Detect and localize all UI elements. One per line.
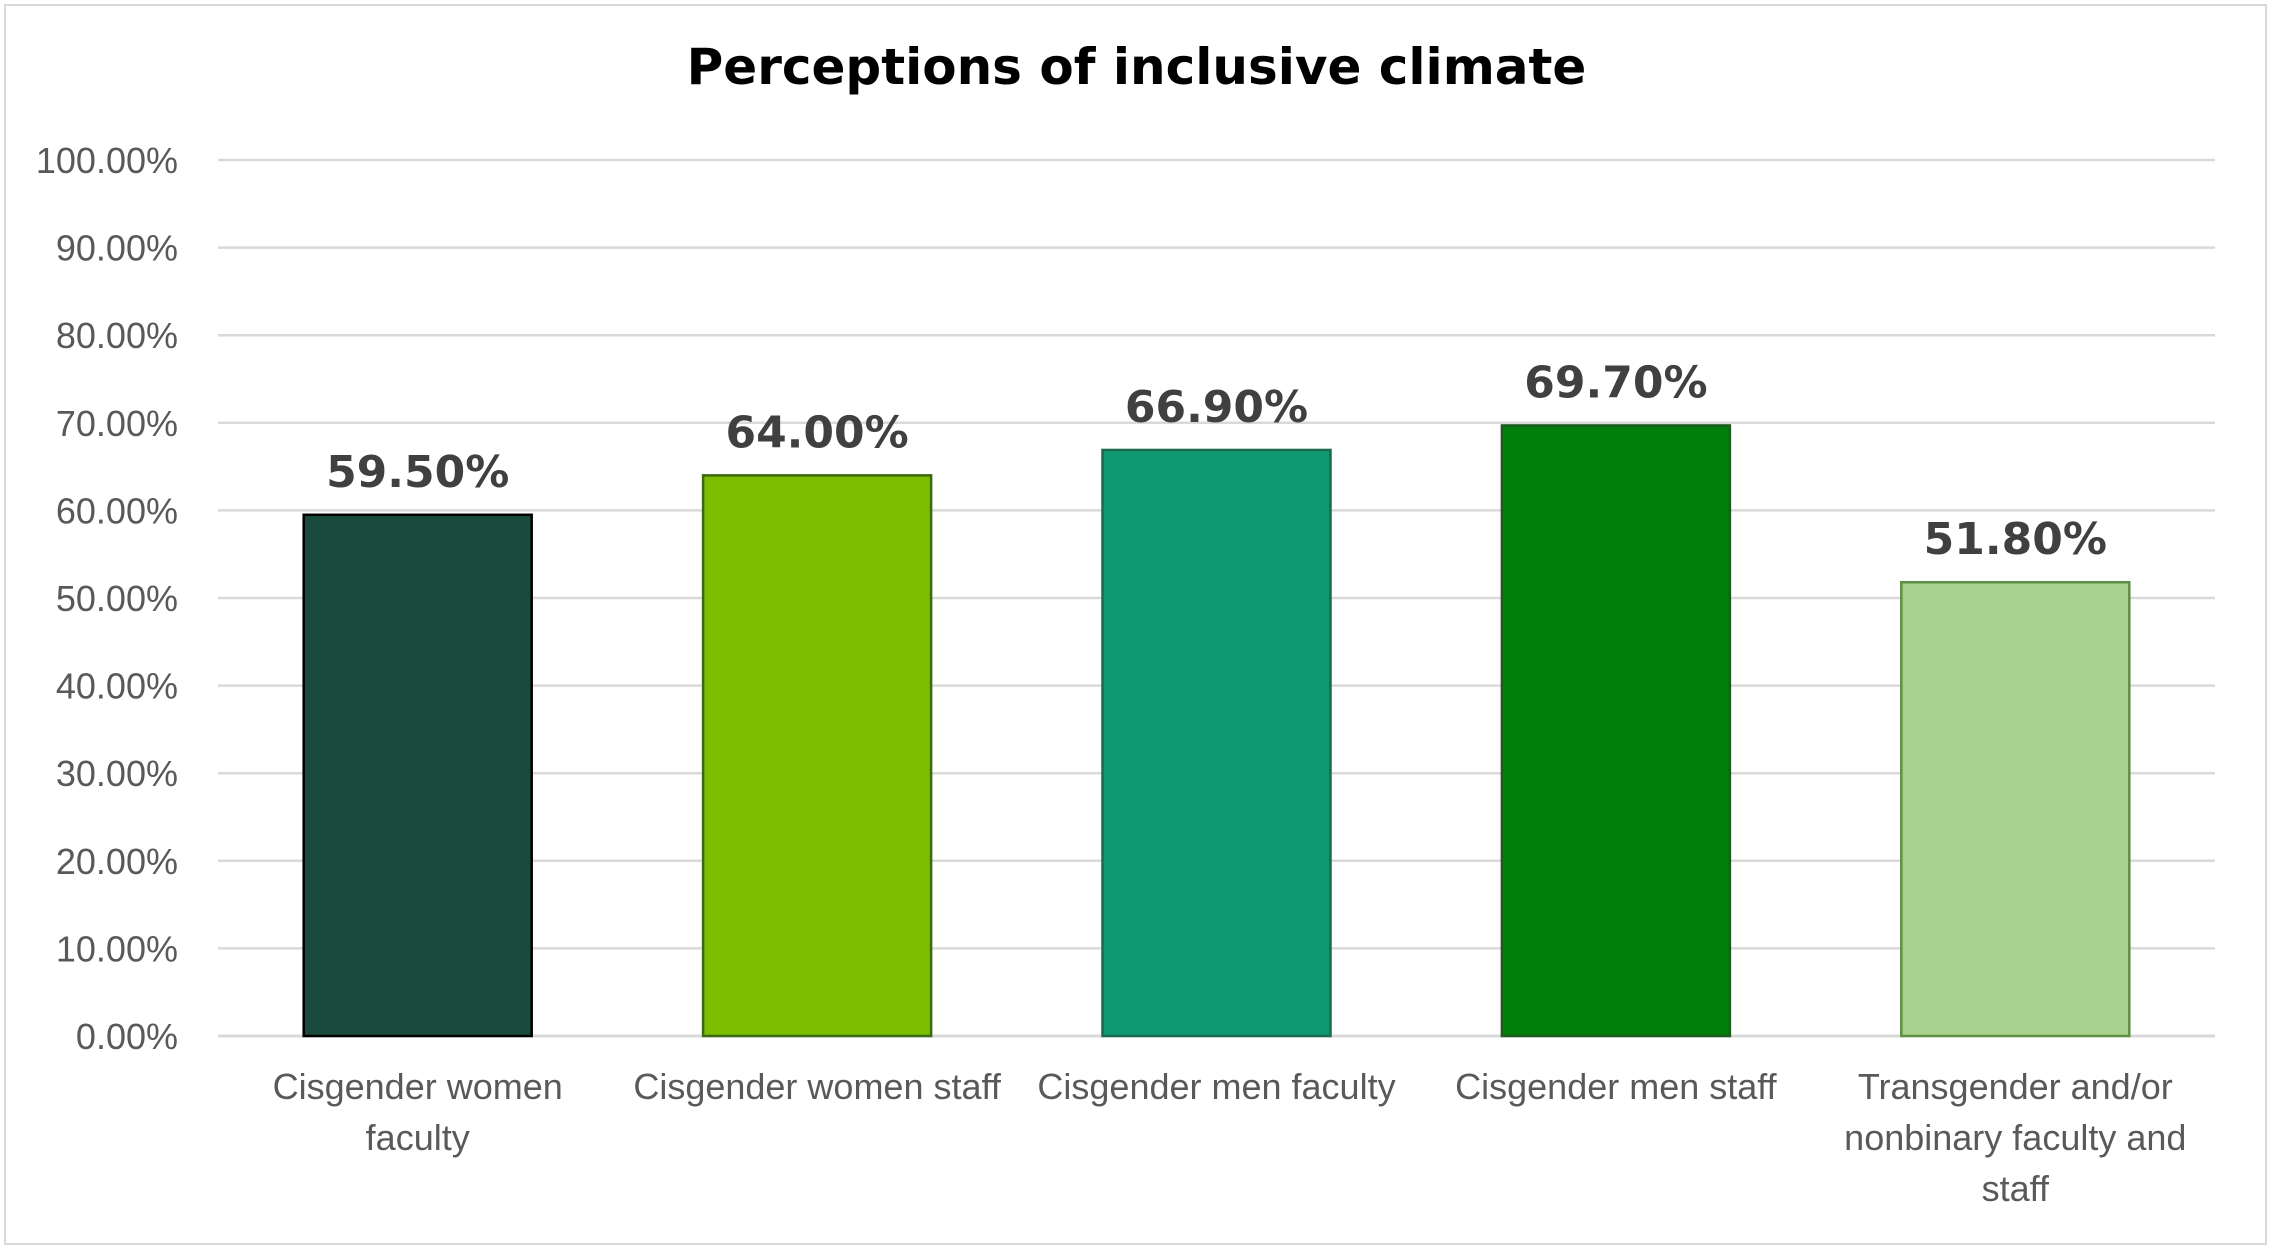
y-tick-label: 80.00% (56, 315, 178, 356)
y-tick-label: 0.00% (76, 1016, 178, 1057)
data-label: 51.80% (1924, 514, 2107, 565)
data-labels: 59.50% 64.00% 66.90% 69.70% 51.80% (326, 357, 2107, 565)
bar (1500, 424, 1732, 1038)
y-tick-label: 40.00% (56, 666, 178, 707)
category-label: Cisgender women staff (633, 1066, 1002, 1107)
bar (1101, 448, 1332, 1038)
category-label: Cisgender women faculty (273, 1066, 563, 1158)
y-tick-label: 30.00% (56, 753, 178, 794)
data-label: 66.90% (1125, 382, 1308, 433)
category-label: Cisgender men staff (1455, 1066, 1778, 1107)
x-axis-category-labels: Cisgender women faculty Cisgender women st… (273, 1066, 2187, 1209)
y-tick-label: 20.00% (56, 841, 178, 882)
y-tick-label: 10.00% (56, 928, 178, 969)
data-label: 59.50% (326, 447, 509, 498)
y-tick-label: 50.00% (56, 578, 178, 619)
bars (302, 424, 2131, 1038)
category-label: Cisgender men faculty (1037, 1066, 1395, 1107)
bar (1900, 580, 2131, 1038)
y-tick-label: 60.00% (56, 490, 178, 531)
chart-title: Perceptions of inclusive climate (686, 38, 1587, 96)
data-label: 64.00% (725, 407, 908, 458)
y-tick-label: 100.00% (36, 140, 178, 181)
bar (302, 513, 533, 1038)
category-label: Transgender and/or nonbinary faculty and s… (1844, 1066, 2186, 1209)
data-label: 69.70% (1524, 357, 1707, 408)
y-tick-label: 70.00% (56, 403, 178, 444)
y-axis-tick-labels: 0.00% 10.00% 20.00% 30.00% 40.00% 50.00% 60.00… (36, 140, 178, 1057)
bar (701, 474, 933, 1038)
y-tick-label: 90.00% (56, 228, 178, 269)
